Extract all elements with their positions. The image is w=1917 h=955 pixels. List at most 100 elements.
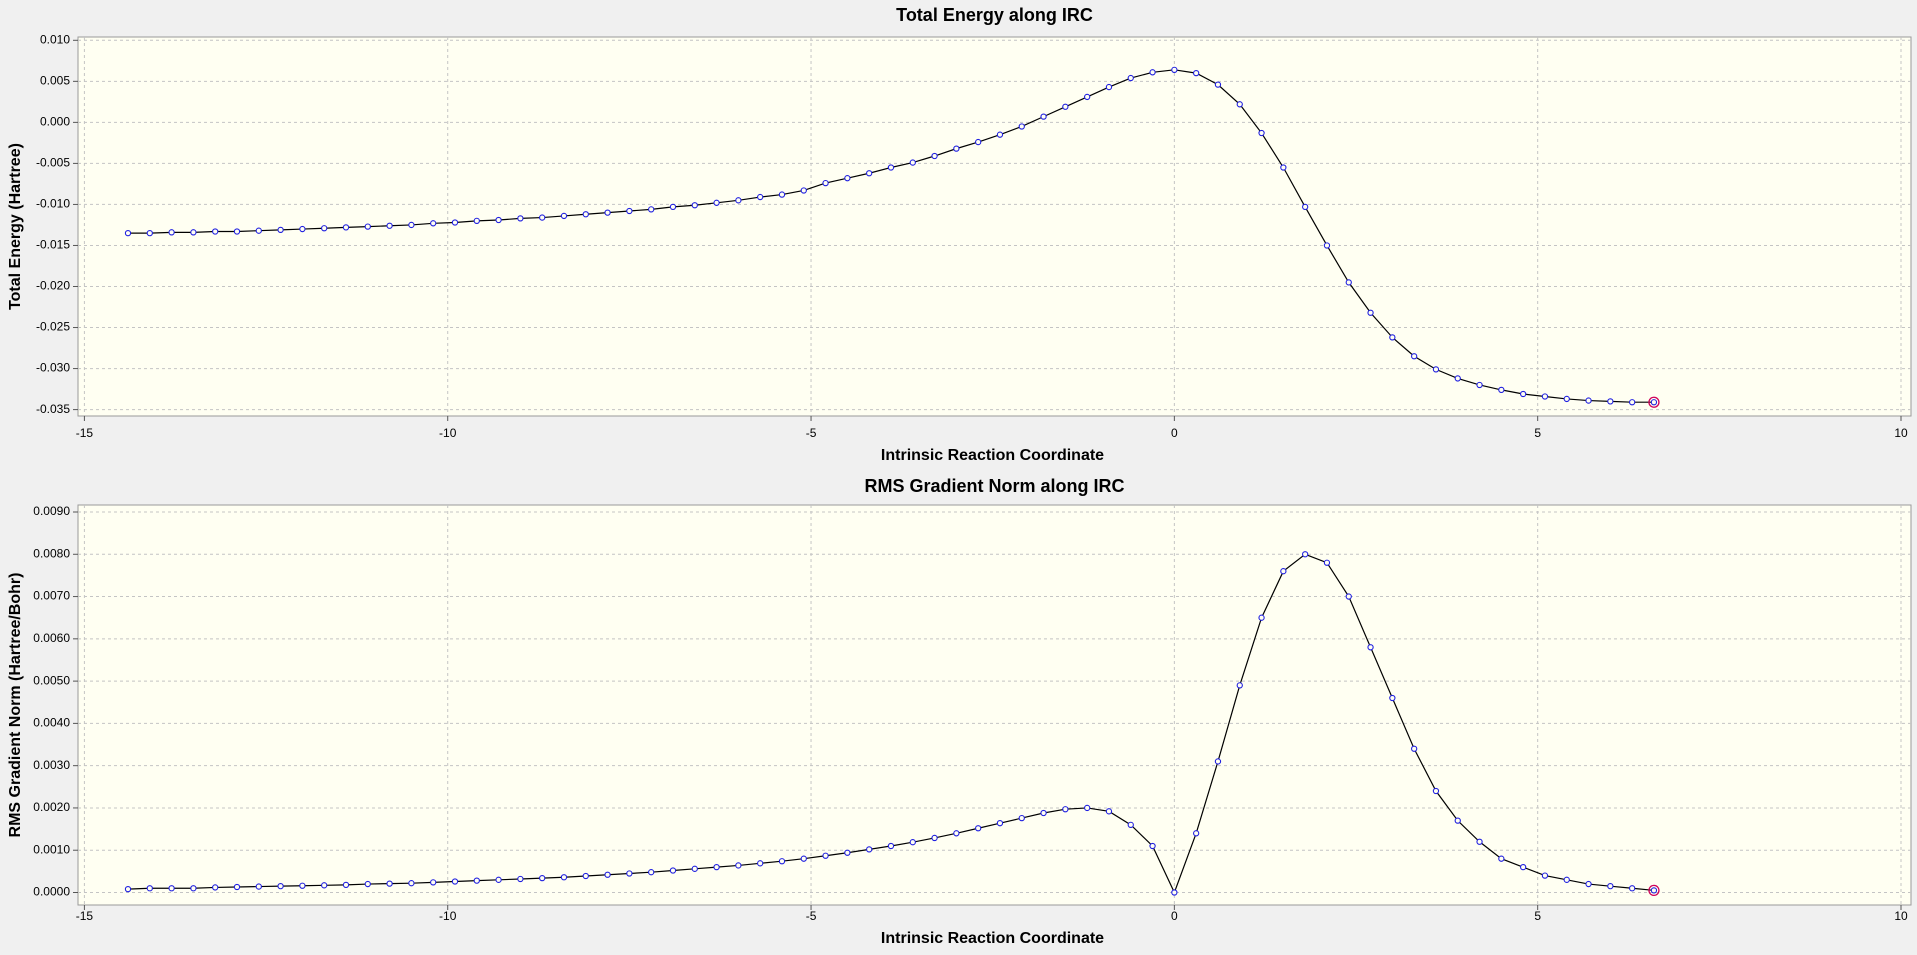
data-point: [1432, 366, 1440, 373]
data-point: [1105, 808, 1113, 815]
data-point: [299, 882, 306, 889]
data-point: [1214, 81, 1222, 88]
data-point: [669, 867, 677, 874]
y-tick-label: 0.0050: [33, 673, 70, 687]
data-point: [1171, 889, 1178, 896]
data-point: [1302, 203, 1309, 211]
chart-title: Total Energy along IRC: [896, 5, 1093, 25]
data-point: [1236, 682, 1243, 689]
data-point: [451, 878, 459, 885]
x-tick-label: -10: [439, 909, 457, 923]
data-point: [778, 191, 786, 198]
data-point: [342, 881, 350, 889]
y-tick-label: 0.000: [40, 115, 70, 129]
data-point: [931, 152, 938, 160]
data-point: [146, 230, 153, 237]
data-point: [321, 225, 328, 232]
data-point: [648, 206, 655, 213]
x-tick-label: -15: [76, 909, 94, 923]
data-point: [1345, 279, 1352, 286]
data-point: [233, 883, 241, 891]
data-point: [1454, 817, 1461, 824]
data-point: [1323, 559, 1331, 566]
x-axis-title: Intrinsic Reaction Coordinate: [881, 447, 1104, 464]
data-point: [735, 197, 742, 204]
data-point: [1127, 74, 1134, 82]
data-point: [822, 179, 829, 187]
x-tick-label: -10: [439, 426, 457, 440]
current-point: [1648, 396, 1660, 408]
data-point: [517, 875, 524, 883]
plot-area: [77, 504, 1912, 906]
chart-title: RMS Gradient Norm along IRC: [864, 476, 1124, 496]
data-point: [1018, 123, 1025, 130]
y-tick-label: 0.010: [40, 32, 70, 46]
data-point: [844, 175, 851, 182]
data-point: [735, 862, 742, 869]
x-tick-label: 5: [1534, 426, 1541, 440]
x-tick-label: 0: [1171, 426, 1178, 440]
y-tick-label: -0.030: [36, 361, 70, 375]
data-point: [1411, 745, 1418, 752]
x-tick-label: -15: [76, 426, 94, 440]
data-point: [408, 880, 415, 887]
data-point: [1193, 69, 1200, 77]
data-point: [190, 885, 197, 892]
data-point: [1411, 353, 1418, 360]
data-point: [778, 858, 786, 865]
data-point: [364, 880, 371, 888]
data-point: [321, 882, 328, 889]
data-point: [1454, 375, 1461, 382]
data-point: [1607, 883, 1614, 890]
data-point: [430, 879, 437, 886]
data-point: [953, 830, 960, 837]
data-point: [1628, 399, 1636, 406]
data-point: [800, 187, 807, 194]
data-point: [669, 203, 677, 211]
data-point: [168, 229, 175, 236]
data-point: [953, 145, 960, 152]
data-point: [1062, 103, 1069, 110]
y-tick-label: 0.0040: [33, 716, 70, 730]
y-axis-title: Total Energy (Hartree): [7, 143, 24, 310]
data-point: [1476, 381, 1483, 389]
y-tick-label: -0.025: [36, 320, 70, 334]
data-point: [1040, 113, 1047, 120]
data-point: [430, 220, 437, 227]
data-point: [1258, 129, 1265, 137]
data-point: [473, 877, 480, 884]
data-point: [604, 871, 611, 878]
data-point: [909, 839, 916, 846]
data-point: [1193, 830, 1200, 837]
data-point: [1149, 842, 1156, 850]
data-point: [822, 852, 829, 859]
y-tick-label: -0.010: [36, 197, 70, 211]
x-tick-label: -5: [806, 426, 817, 440]
data-point: [255, 227, 262, 234]
data-point: [866, 170, 873, 177]
data-point: [1149, 69, 1156, 76]
data-point: [582, 872, 589, 880]
data-point: [495, 876, 502, 883]
data-point: [1084, 93, 1091, 101]
plot-area: [77, 36, 1912, 417]
data-point: [539, 874, 546, 882]
data-point: [909, 159, 916, 166]
data-point: [866, 846, 873, 853]
data-point: [1345, 593, 1352, 600]
data-point: [168, 885, 175, 892]
data-point: [1519, 390, 1527, 398]
data-point: [124, 885, 132, 893]
data-point: [124, 230, 132, 237]
data-point: [212, 228, 219, 235]
data-point: [1367, 309, 1374, 316]
data-point: [1040, 809, 1047, 817]
data-point: [1105, 83, 1113, 91]
y-tick-label: 0.0060: [33, 631, 70, 645]
y-tick-label: 0.0080: [33, 546, 70, 560]
data-point: [146, 885, 153, 892]
x-tick-label: 10: [1894, 909, 1908, 923]
data-point: [342, 224, 350, 231]
